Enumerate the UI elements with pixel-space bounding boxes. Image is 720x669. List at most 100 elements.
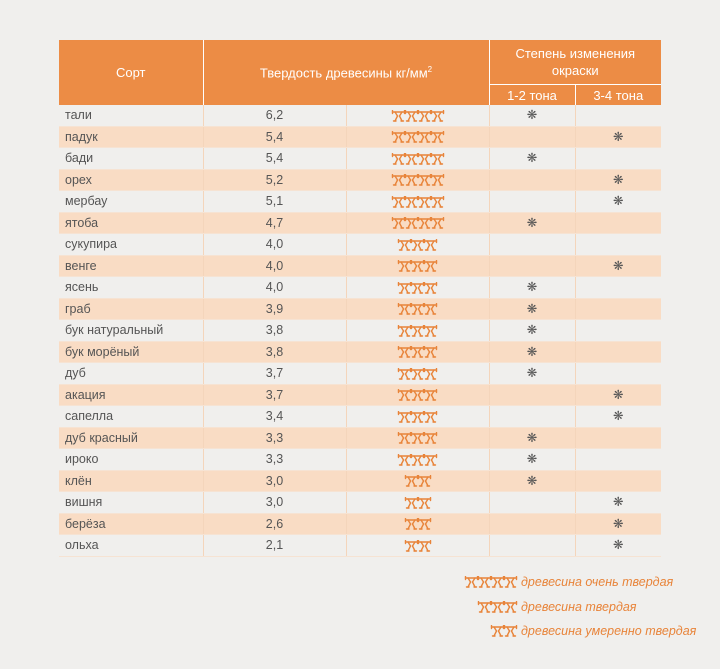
tone-3-4-mark: ❋: [575, 384, 662, 406]
tone-1-2-mark: [489, 513, 576, 535]
header-hardness-sup: 2: [427, 64, 433, 74]
header-color-change: Степень изменения окраски: [489, 40, 662, 85]
hardness-value: 5,1: [203, 190, 347, 213]
tone-3-4-mark: ❋: [575, 405, 662, 428]
hardness-value: 2,6: [203, 513, 347, 535]
weightlifter-icon: [404, 518, 418, 531]
tone-3-4-mark: [575, 470, 662, 492]
weightlifter-icon: [417, 217, 431, 230]
hardness-icons: [346, 427, 490, 449]
weightlifter-icon: [391, 195, 405, 208]
wood-name: берёза: [59, 513, 204, 535]
hardness-value: 5,4: [203, 126, 347, 148]
weightlifter-icon: [430, 174, 444, 187]
tone-1-2-mark: ❋: [489, 362, 576, 385]
legend-icons: [447, 622, 521, 640]
wood-name: сапелла: [59, 405, 204, 428]
hardness-value: 3,3: [203, 448, 347, 471]
tone-1-2-mark: ❋: [489, 105, 576, 127]
hardness-icons: [346, 255, 490, 277]
weightlifter-icon: [423, 453, 438, 466]
tone-1-2-mark: [489, 169, 576, 191]
weightlifter-icon: [397, 389, 412, 402]
tone-3-4-mark: ❋: [575, 126, 662, 148]
hardness-icons: [346, 233, 490, 256]
table-row: сапелла 3,4 ❋: [59, 405, 662, 428]
weightlifter-icon: [490, 600, 505, 613]
weightlifter-icon: [417, 518, 431, 531]
wood-name: тали: [59, 105, 204, 127]
weightlifter-icon: [423, 238, 438, 251]
hardness-value: 3,3: [203, 427, 347, 449]
tone-1-2-mark: ❋: [489, 427, 576, 449]
weightlifter-icon: [423, 260, 438, 273]
weightlifter-icon: [404, 539, 418, 552]
table-row: венге 4,0 ❋: [59, 255, 662, 277]
weightlifter-icon: [503, 600, 518, 613]
weightlifter-icon: [430, 131, 444, 144]
wood-name: бук морёный: [59, 341, 204, 363]
weightlifter-icon: [397, 303, 412, 316]
legend-label: древесина твердая: [521, 600, 637, 614]
tone-3-4-mark: [575, 341, 662, 363]
weightlifter-icon: [417, 195, 431, 208]
tone-1-2-mark: [489, 126, 576, 148]
tone-3-4-mark: [575, 233, 662, 256]
weightlifter-icon: [417, 152, 431, 165]
table-row: бади 5,4 ❋: [59, 147, 662, 170]
weightlifter-icon: [397, 238, 412, 251]
header-hardness-text: Твердость древесины кг/мм: [259, 65, 428, 81]
hardness-value: 5,2: [203, 169, 347, 191]
table-row: падук 5,4 ❋: [59, 126, 662, 148]
hardness-value: 3,4: [203, 405, 347, 428]
weightlifter-icon: [404, 195, 418, 208]
tone-3-4-mark: [575, 212, 662, 234]
weightlifter-icon: [423, 367, 438, 380]
tone-1-2-mark: [489, 255, 576, 277]
weightlifter-icon: [410, 367, 425, 380]
table-row: дуб красный 3,3 ❋: [59, 427, 662, 449]
wood-name: венге: [59, 255, 204, 277]
weightlifter-icon: [423, 410, 438, 423]
weightlifter-icon: [404, 475, 418, 488]
weightlifter-icon: [417, 174, 431, 187]
tone-3-4-mark: ❋: [575, 534, 662, 557]
wood-name: орех: [59, 169, 204, 191]
weightlifter-icon: [404, 131, 418, 144]
tone-3-4-mark: ❋: [575, 169, 662, 191]
table-row: акация 3,7 ❋: [59, 384, 662, 406]
tone-3-4-mark: [575, 319, 662, 342]
wood-name: мербау: [59, 190, 204, 213]
hardness-icons: [346, 147, 490, 170]
tone-3-4-mark: ❋: [575, 513, 662, 535]
hardness-value: 3,8: [203, 341, 347, 363]
weightlifter-icon: [397, 432, 412, 445]
wood-name: ироко: [59, 448, 204, 471]
table-row: ольха 2,1 ❋: [59, 534, 662, 557]
wood-name: сукупира: [59, 233, 204, 256]
weightlifter-icon: [417, 109, 431, 122]
weightlifter-icon: [404, 174, 418, 187]
weightlifter-icon: [397, 367, 412, 380]
table-row: граб 3,9 ❋: [59, 298, 662, 320]
weightlifter-icon: [391, 131, 405, 144]
hardness-value: 4,0: [203, 255, 347, 277]
weightlifter-icon: [410, 432, 425, 445]
weightlifter-icon: [423, 346, 438, 359]
wood-name: ятоба: [59, 212, 204, 234]
hardness-value: 2,1: [203, 534, 347, 557]
weightlifter-icon: [410, 410, 425, 423]
table-row: ироко 3,3 ❋: [59, 448, 662, 471]
wood-name: вишня: [59, 491, 204, 514]
tone-1-2-mark: ❋: [489, 147, 576, 170]
weightlifter-icon: [397, 346, 412, 359]
weightlifter-icon: [410, 303, 425, 316]
wood-name: бук натуральный: [59, 319, 204, 342]
tone-3-4-mark: [575, 276, 662, 299]
legend-icons: [447, 573, 521, 591]
legend-item: древесина твердая: [447, 597, 637, 617]
weightlifter-icon: [417, 539, 431, 552]
table-row: тали 6,2 ❋: [59, 105, 662, 127]
weightlifter-icon: [410, 453, 425, 466]
weightlifter-icon: [430, 217, 444, 230]
